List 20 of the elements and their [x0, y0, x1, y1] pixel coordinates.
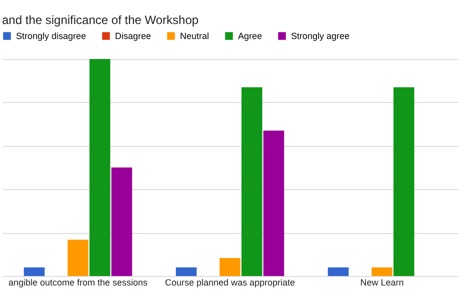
bar [263, 130, 284, 276]
bar [176, 267, 197, 276]
bar [241, 87, 262, 276]
bar [68, 240, 88, 276]
bar [111, 168, 132, 276]
bar [89, 59, 110, 276]
bar [328, 267, 349, 276]
bar [24, 267, 45, 276]
x-tick-label: angible outcome from the sessions [8, 278, 148, 288]
bar [393, 87, 414, 276]
x-tick-label: New Learn [360, 278, 404, 288]
x-tick-label: Course planned was appropriate [164, 278, 296, 288]
legend-label: Strongly disagree [16, 31, 86, 41]
legend-label: Disagree [115, 31, 152, 41]
bar [220, 258, 240, 276]
bar [372, 267, 392, 276]
legend-label: Agree [238, 31, 262, 41]
legend-label: Neutral [180, 31, 210, 41]
legend-label: Strongly agree [291, 31, 350, 41]
chart-title: and the significance of the Workshop [2, 13, 199, 27]
